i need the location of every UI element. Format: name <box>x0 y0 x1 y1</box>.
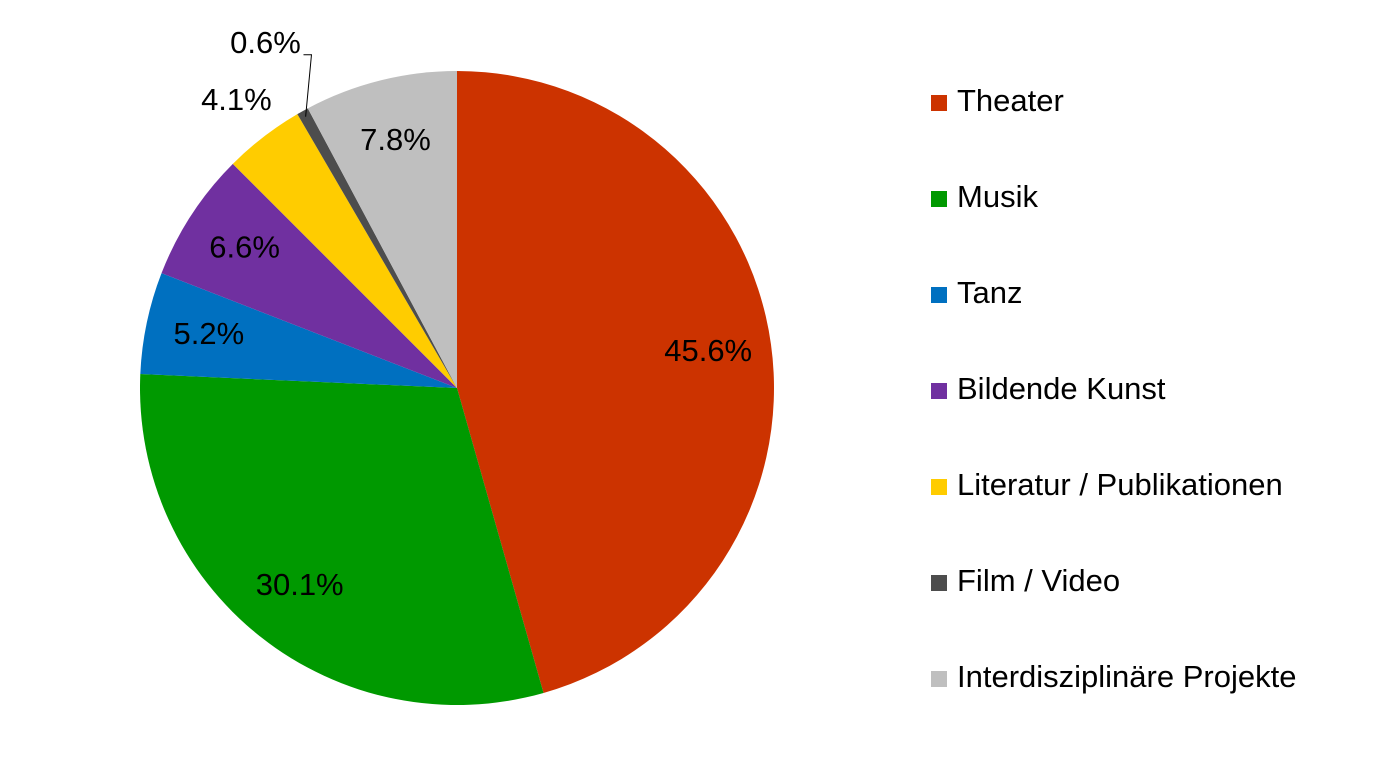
data-label: 30.1% <box>256 567 344 602</box>
pie-slice <box>232 114 457 388</box>
legend-label: Film / Video <box>957 563 1120 598</box>
legend-swatch <box>931 671 947 687</box>
legend-label: Tanz <box>957 275 1022 310</box>
pie-slice <box>307 71 457 388</box>
data-label: 6.6% <box>209 230 280 265</box>
data-label: 5.2% <box>173 316 244 351</box>
pie-slice <box>140 374 544 705</box>
legend-swatch <box>931 191 947 207</box>
legend-label: Theater <box>957 83 1064 118</box>
legend-swatch <box>931 575 947 591</box>
data-label: 7.8% <box>360 122 431 157</box>
data-label: 4.1% <box>201 82 272 117</box>
legend-swatch <box>931 383 947 399</box>
pie-slice <box>297 108 457 388</box>
data-label: 0.6% <box>230 25 301 60</box>
legend-swatch <box>931 287 947 303</box>
legend-label: Interdisziplinäre Projekte <box>957 659 1296 694</box>
leader-line <box>303 54 313 117</box>
legend-swatch <box>931 95 947 111</box>
pie-slice <box>140 273 457 388</box>
pie-slice <box>457 71 775 693</box>
pie-slice <box>161 163 458 388</box>
data-label: 45.6% <box>664 333 752 368</box>
legend-label: Bildende Kunst <box>957 371 1166 406</box>
legend-label: Musik <box>957 179 1038 214</box>
legend-swatch <box>931 479 947 495</box>
legend-label: Literatur / Publikationen <box>957 467 1283 502</box>
